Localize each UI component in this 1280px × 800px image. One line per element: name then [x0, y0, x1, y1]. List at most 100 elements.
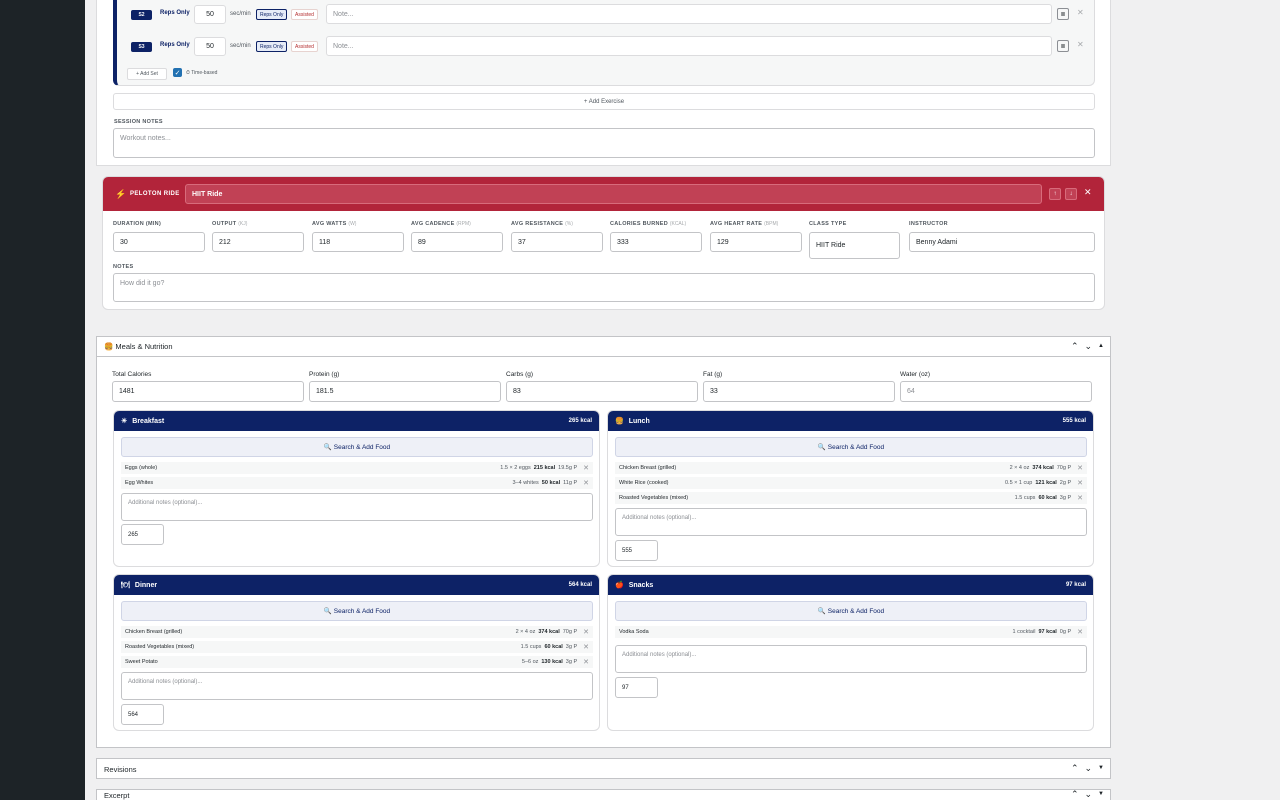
- water-input[interactable]: 64: [900, 381, 1092, 402]
- meal-card-lunch: 🍔 Lunch 555 kcal 🔍 Search & Add Food Chick…: [607, 410, 1094, 567]
- add-exercise-button[interactable]: + Add Exercise: [113, 93, 1095, 110]
- ride-notes-textarea[interactable]: How did it go?: [113, 273, 1095, 302]
- meal-calories-input[interactable]: 564: [121, 704, 164, 725]
- avg-watts-input[interactable]: 118: [312, 232, 404, 252]
- move-down-chevron-icon[interactable]: ⌄: [1084, 763, 1093, 773]
- calories-burned-input[interactable]: 333: [610, 232, 702, 252]
- fat-field: Fat (g) 33: [703, 371, 895, 402]
- food-protein: 3g P: [565, 644, 578, 650]
- remove-food-icon[interactable]: ✕: [583, 629, 589, 636]
- class-type-select[interactable]: HIIT Ride: [809, 232, 900, 259]
- time-based-label: ⏱ Time-based: [186, 70, 218, 76]
- protein-input[interactable]: 181.5: [309, 381, 501, 402]
- toggle-panel-icon[interactable]: ▼: [1098, 765, 1104, 771]
- session-notes-textarea[interactable]: Workout notes...: [113, 128, 1095, 158]
- reps-only-toggle[interactable]: Reps Only: [256, 41, 288, 52]
- field-unit: (BPM): [764, 221, 779, 227]
- set-value-input[interactable]: 50: [194, 5, 226, 24]
- sun-icon: ☀: [121, 418, 128, 425]
- remove-food-icon[interactable]: ✕: [1077, 629, 1083, 636]
- meal-title: Dinner: [134, 581, 158, 589]
- food-protein: 3g P: [565, 659, 578, 665]
- meal-calories-input[interactable]: 265: [121, 524, 164, 545]
- output-input[interactable]: 212: [212, 232, 304, 252]
- metabox-header[interactable]: 🍔 Meals & Nutrition ⌃ ⌄ ▲: [97, 337, 1110, 357]
- food-protein: 70g P: [562, 629, 578, 635]
- set-number-badge: S3: [131, 42, 152, 52]
- meal-calories-input[interactable]: 97: [615, 677, 658, 698]
- macro-label: Water (oz): [900, 371, 931, 378]
- move-up-chevron-icon[interactable]: ⌃: [1070, 341, 1079, 351]
- food-item: Vodka Soda 1 cocktail 97 kcal 0g P ✕: [615, 626, 1087, 638]
- move-down-icon[interactable]: ↓: [1065, 188, 1077, 200]
- remove-food-icon[interactable]: ✕: [583, 480, 589, 487]
- avg-resistance-input[interactable]: 37: [511, 232, 603, 252]
- remove-food-icon[interactable]: ✕: [583, 644, 589, 651]
- field-unit: (W): [348, 221, 357, 227]
- field-unit: (KJ): [238, 221, 248, 227]
- remove-food-icon[interactable]: ✕: [583, 659, 589, 666]
- reps-only-toggle[interactable]: Reps Only: [256, 9, 288, 20]
- instructor-input[interactable]: Benny Adami: [909, 232, 1095, 252]
- food-qty: 1.5 × 2 eggs: [500, 465, 531, 471]
- instructor-field: INSTRUCTOR Benny Adami: [909, 221, 1095, 252]
- meal-calories-input[interactable]: 555: [615, 540, 658, 561]
- metabox-header[interactable]: Excerpt ⌃ ⌄ ▼: [97, 789, 1110, 800]
- assisted-toggle[interactable]: Assisted: [291, 41, 318, 52]
- remove-food-icon[interactable]: ✕: [1077, 480, 1083, 487]
- set-note-input[interactable]: Note...: [326, 36, 1052, 56]
- carbs-input[interactable]: 83: [506, 381, 698, 402]
- meal-kcal: 555 kcal: [1062, 418, 1086, 424]
- meal-title: Snacks: [628, 581, 654, 589]
- avg-cadence-input[interactable]: 89: [411, 232, 503, 252]
- peloton-ride-card: ⚡ PELOTON RIDE HIIT Ride ↑ ↓ ✕ DURATION …: [102, 176, 1105, 310]
- duration-field: DURATION (MIN) 30: [113, 221, 205, 252]
- move-up-icon[interactable]: ↑: [1049, 188, 1061, 200]
- toggle-panel-icon[interactable]: ▼: [1098, 791, 1104, 797]
- admin-menu-sidebar: [0, 0, 85, 800]
- move-up-chevron-icon[interactable]: ⌃: [1070, 789, 1079, 799]
- time-based-checkbox[interactable]: ✓: [173, 68, 182, 77]
- total-calories-input[interactable]: 1481: [112, 381, 304, 402]
- move-down-chevron-icon[interactable]: ⌄: [1084, 341, 1093, 351]
- meal-notes-textarea[interactable]: Additional notes (optional)...: [615, 508, 1087, 536]
- remove-food-icon[interactable]: ✕: [583, 465, 589, 472]
- food-item: Roasted Vegetables (mixed) 1.5 cups 60 kca…: [615, 492, 1087, 504]
- session-notes-label: SESSION NOTES: [114, 119, 163, 125]
- duplicate-set-icon[interactable]: ≣: [1057, 8, 1069, 20]
- avg-heart-rate-input[interactable]: 129: [710, 232, 802, 252]
- set-row: S3 Reps Only 50 sec/min Reps Only Assist…: [127, 36, 1089, 58]
- assisted-toggle[interactable]: Assisted: [291, 9, 318, 20]
- meal-notes-textarea[interactable]: Additional notes (optional)...: [121, 493, 593, 521]
- food-qty: 0.5 × 1 cup: [1005, 480, 1033, 486]
- duplicate-set-icon[interactable]: ≣: [1057, 40, 1069, 52]
- add-set-button[interactable]: + Add Set: [127, 68, 167, 80]
- food-kcal: 130 kcal: [541, 659, 563, 665]
- meal-notes-textarea[interactable]: Additional notes (optional)...: [121, 672, 593, 700]
- metabox-header[interactable]: Revisions ⌃ ⌄ ▼: [97, 759, 1110, 779]
- search-add-food-button[interactable]: 🔍 Search & Add Food: [615, 601, 1087, 621]
- meal-notes-textarea[interactable]: Additional notes (optional)...: [615, 645, 1087, 673]
- toggle-panel-icon[interactable]: ▲: [1098, 343, 1104, 349]
- metabox-title: Revisions: [104, 764, 137, 774]
- fat-input[interactable]: 33: [703, 381, 895, 402]
- search-add-food-button[interactable]: 🔍 Search & Add Food: [121, 601, 593, 621]
- move-up-chevron-icon[interactable]: ⌃: [1070, 763, 1079, 773]
- set-value-input[interactable]: 50: [194, 37, 226, 56]
- remove-food-icon[interactable]: ✕: [1077, 495, 1083, 502]
- move-down-chevron-icon[interactable]: ⌄: [1084, 789, 1093, 799]
- metabox-title: Excerpt: [104, 790, 130, 800]
- avg-heart-rate-field: AVG HEART RATE (BPM) 129: [710, 221, 802, 252]
- set-note-input[interactable]: Note...: [326, 4, 1052, 24]
- ride-name-input[interactable]: HIIT Ride: [185, 184, 1042, 204]
- duration-input[interactable]: 30: [113, 232, 205, 252]
- protein-field: Protein (g) 181.5: [309, 371, 501, 402]
- food-item: Eggs (whole) 1.5 × 2 eggs 215 kcal 19.5g P ✕: [121, 462, 593, 474]
- search-add-food-button[interactable]: 🔍 Search & Add Food: [121, 437, 593, 457]
- remove-ride-icon[interactable]: ✕: [1084, 187, 1092, 197]
- remove-set-icon[interactable]: ✕: [1077, 8, 1084, 17]
- remove-food-icon[interactable]: ✕: [1077, 465, 1083, 472]
- remove-set-icon[interactable]: ✕: [1077, 40, 1084, 49]
- search-add-food-button[interactable]: 🔍 Search & Add Food: [615, 437, 1087, 457]
- field-label: AVG WATTS: [312, 221, 347, 227]
